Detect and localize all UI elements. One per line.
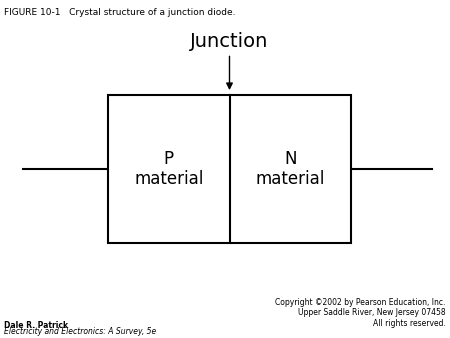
- Text: N
material: N material: [256, 150, 325, 188]
- Text: Copyright ©2002 by Pearson Education, Inc.
Upper Saddle River, New Jersey 07458
: Copyright ©2002 by Pearson Education, In…: [275, 298, 446, 328]
- Text: Electricity and Electronics: A Survey, 5e: Electricity and Electronics: A Survey, 5…: [4, 327, 157, 336]
- Text: FIGURE 10-1   Crystal structure of a junction diode.: FIGURE 10-1 Crystal structure of a junct…: [4, 8, 236, 18]
- Text: Junction: Junction: [190, 32, 269, 89]
- Text: P
material: P material: [134, 150, 203, 188]
- Bar: [108, 95, 351, 243]
- Text: Dale R. Patrick: Dale R. Patrick: [4, 320, 68, 330]
